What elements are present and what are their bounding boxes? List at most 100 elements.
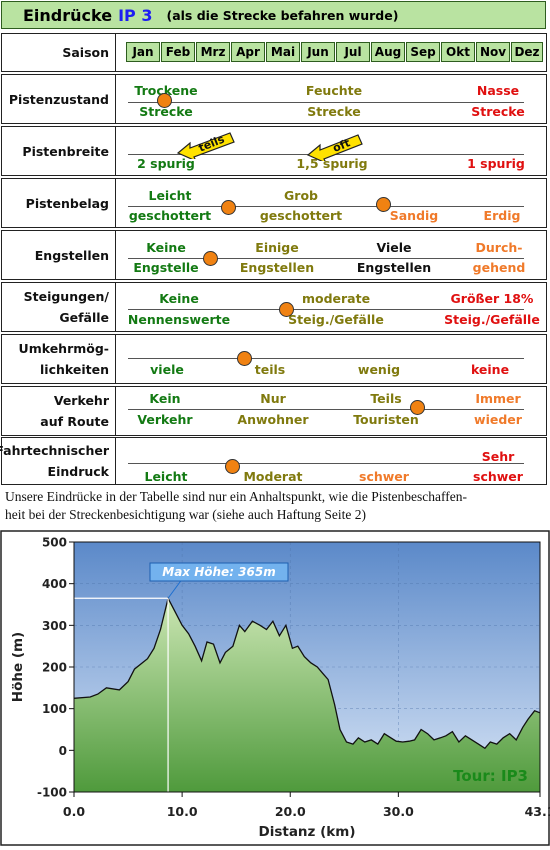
page-title: Eindrücke <box>23 5 113 25</box>
row-pistenzustand: Pistenzustand Trockene Feuchte Nasse Str… <box>1 74 547 124</box>
option-label: Immer <box>475 391 521 406</box>
elevation-chart: Max Höhe: 365m Tour: IP3 500 400 300 200 100 0… <box>0 530 550 846</box>
option-label: 1 spurig <box>467 156 525 171</box>
y-tick-label: 500 <box>42 536 67 550</box>
option-label: wenig <box>357 362 401 377</box>
scale-line <box>128 102 524 103</box>
option-label: gehend <box>472 260 526 275</box>
month-jan: Jan <box>126 42 160 62</box>
option-label: Engstelle <box>133 260 199 275</box>
rating-dot <box>278 301 294 317</box>
arrow-label: teils <box>197 132 227 154</box>
row-label: Pistenzustand <box>2 75 116 123</box>
row-fahrtechnik: Fahrtechnischer Eindruck Sehr Leicht Mod… <box>0 437 547 485</box>
option-label: keine <box>470 362 510 377</box>
option-label: Größer 18% <box>450 291 534 306</box>
x-axis-label: Distanz (km) <box>259 824 356 840</box>
row-steigungen: Steigungen/ Gefälle Keine moderate Größe… <box>1 282 547 332</box>
season-label: Saison <box>2 34 116 71</box>
elevation-line <box>73 596 541 750</box>
option-label: Durch- <box>475 240 523 255</box>
option-label: Engstellen <box>356 260 432 275</box>
option-label: schwer <box>473 469 523 484</box>
scale-line <box>128 358 524 359</box>
row-label: Engstellen <box>2 231 116 279</box>
option-label: Keine <box>159 291 199 306</box>
rating-dot <box>202 250 218 266</box>
y-tick-label: 100 <box>42 702 67 716</box>
option-label: Steig./Gefälle <box>444 312 540 327</box>
option-label: teils <box>254 362 286 377</box>
row-pistenbreite: Pistenbreite 2 spurig 1,5 spurig 1 spuri… <box>1 126 547 176</box>
option-label: Keine <box>146 240 186 255</box>
rating-dot <box>224 458 240 474</box>
tour-label: Tour: IP3 <box>453 767 528 785</box>
option-label: schwer <box>359 469 409 484</box>
arrow-label: oft <box>331 136 352 155</box>
rating-dot <box>375 196 391 212</box>
option-label: Kein <box>149 391 181 406</box>
option-label: Strecke <box>471 104 525 119</box>
month-sep: Sep <box>406 42 440 62</box>
max-elevation-label: Max Höhe: 365m <box>162 565 275 579</box>
scale-line <box>128 309 524 310</box>
row-verkehr: Verkehr auf Route Kein Nur Teils Immer V… <box>1 386 547 436</box>
option-label: Nasse <box>476 83 520 98</box>
y-axis-label: Höhe (m) <box>10 632 26 702</box>
option-label: moderate <box>301 291 371 306</box>
option-label: Einige <box>255 240 299 255</box>
option-label: Engstellen <box>239 260 315 275</box>
arrow-teils-icon: teils <box>176 132 235 159</box>
x-tick-label: 10.0 <box>167 804 198 819</box>
y-tick-label: 300 <box>42 619 67 633</box>
option-label: 1,5 spurig <box>296 156 368 171</box>
month-apr: Apr <box>231 42 265 62</box>
option-label: viele <box>150 362 184 377</box>
row-label: Steigungen/ Gefälle <box>2 283 116 331</box>
elevation-chart-svg: Max Höhe: 365m Tour: IP3 500 400 300 200 100 0… <box>0 530 550 846</box>
row-label: Umkehrmög- lichkeiten <box>2 335 116 383</box>
season-row: Saison Jan Feb Mrz Apr Mai Jun Jul Aug S… <box>1 33 547 72</box>
option-label: 2 spurig <box>137 156 195 171</box>
y-tick-label: 400 <box>42 577 67 591</box>
option-label: geschottert <box>128 208 212 223</box>
arrow-oft-icon: oft <box>306 134 363 161</box>
tour-id: IP 3 <box>118 5 153 25</box>
scale-line <box>128 409 524 410</box>
rating-dot <box>156 92 172 108</box>
option-label: Touristen <box>353 412 419 427</box>
option-label: Verkehr <box>137 412 193 427</box>
option-label: Nur <box>260 391 286 406</box>
option-label: Grob <box>284 188 318 203</box>
option-label: Feuchte <box>305 83 363 98</box>
row-label: Fahrtechnischer Eindruck <box>0 438 116 484</box>
annotation-box <box>149 562 289 582</box>
y-tick-label: -100 <box>37 786 67 800</box>
month-mai: Mai <box>266 42 300 62</box>
row-label: Verkehr auf Route <box>2 387 116 435</box>
note-line: Unsere Eindrücke in der Tabelle sind nur… <box>5 489 467 504</box>
x-tick-label: 0.0 <box>63 804 85 819</box>
option-label: Sehr <box>481 449 515 464</box>
option-label: Trockene <box>134 83 198 98</box>
month-jul: Jul <box>336 42 370 62</box>
month-dez: Dez <box>511 42 543 62</box>
option-label: geschottert <box>259 208 343 223</box>
title-bar: Eindrücke IP 3 (als die Strecke befahren… <box>1 1 546 29</box>
elevation-area <box>74 598 540 792</box>
option-label: Leicht <box>148 188 192 203</box>
month-okt: Okt <box>441 42 475 62</box>
option-label: Strecke <box>139 104 193 119</box>
option-label: Leicht <box>144 469 188 484</box>
month-nov: Nov <box>476 42 510 62</box>
x-tick-label: 43.1 <box>525 804 550 819</box>
y-tick-label: 200 <box>42 661 67 675</box>
option-label: Viele <box>376 240 412 255</box>
scale-line <box>128 463 524 464</box>
disclaimer-note: Unsere Eindrücke in der Tabelle sind nur… <box>5 488 545 524</box>
row-engstellen: Engstellen Keine Einige Viele Durch- Eng… <box>1 230 547 280</box>
rating-dot <box>236 350 252 366</box>
scale-line <box>128 206 524 207</box>
option-label: wieder <box>474 412 522 427</box>
option-label: Nennenswerte <box>127 312 231 327</box>
